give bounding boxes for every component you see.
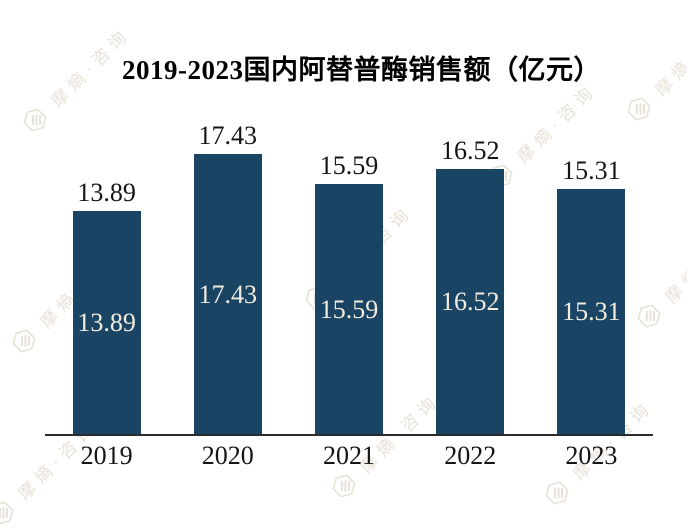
bar-group-2021: 15.59 15.59 [288,115,409,435]
x-tick-2020: 2020 [201,441,254,470]
chart-canvas: 摩熵·咨询 摩熵·咨询 摩熵·咨询 摩熵·咨询 摩熵·咨询 摩熵·咨询 摩熵·咨… [0,12,687,525]
x-tick-2022: 2022 [444,441,497,470]
bar-group-2022: 16.52 16.52 [410,115,531,435]
value-label-above: 13.89 [77,177,136,207]
hexagon-logo-icon [0,501,14,525]
watermark-text: 摩熵·咨询 [661,219,687,307]
bar-group-2019: 13.89 13.89 [46,115,167,435]
value-label-inside: 17.43 [198,279,258,309]
value-label-inside: 15.31 [562,297,621,326]
bar-2020: 17.43 [193,154,262,435]
value-label-above: 16.52 [440,135,500,165]
value-label-inside: 15.59 [319,294,379,324]
bar-2021: 15.59 [315,184,383,435]
hexagon-logo-icon [332,474,356,498]
chart-title: 2019-2023国内阿替普酶销售额（亿元） [122,55,601,85]
bar-group-2020: 17.43 17.43 [167,115,288,435]
hexagon-logo-icon [545,481,569,505]
x-axis-tick-labels: 2019 2020 2021 2022 2023 [46,441,652,471]
value-label-above: 15.31 [562,155,621,185]
value-label-above: 17.43 [198,120,258,150]
x-tick-2023: 2023 [565,441,618,470]
bar-2019: 13.89 [72,211,141,435]
x-tick-2019: 2019 [80,441,133,470]
x-axis-line [45,434,653,436]
hexagon-logo-icon [12,329,36,353]
value-label-inside: 13.89 [77,308,136,337]
x-tick-2021: 2021 [323,441,375,470]
plot-area: 13.89 13.89 17.43 17.43 15.59 15.59 16.5… [46,115,652,435]
value-label-inside: 16.52 [440,287,500,316]
bar-2022: 16.52 [436,169,505,435]
bar-2023: 15.31 [557,189,626,435]
value-label-above: 15.59 [319,150,379,180]
bar-group-2023: 15.31 15.31 [531,115,652,435]
